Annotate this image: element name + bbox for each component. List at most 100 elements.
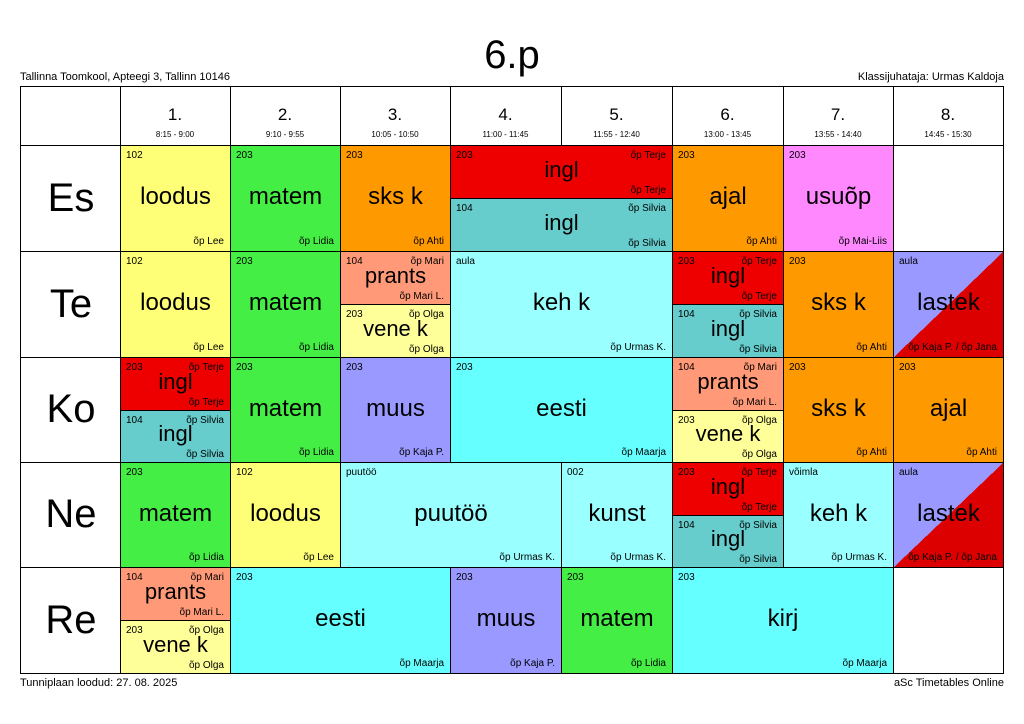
subject-name: keh k xyxy=(532,289,591,316)
subject-name: matem xyxy=(248,183,323,210)
period-number: 8. xyxy=(940,105,956,124)
subject-name: lastek xyxy=(917,500,980,527)
teacher-name: õp Silvia xyxy=(739,309,777,320)
subject-name: vene k xyxy=(363,316,428,341)
lesson-cell: 203 kirj õp Maarja xyxy=(673,568,894,674)
room-number: võimla xyxy=(789,467,818,478)
teacher-name: õp Lee xyxy=(303,552,334,563)
subject-name: muus xyxy=(476,605,536,632)
teacher-name: õp Olga xyxy=(741,449,777,460)
subject-name: ingl xyxy=(710,526,746,551)
teacher-name: õp Silvia xyxy=(186,449,224,460)
lesson-cell: 203 õp Terje ingl õp Terje xyxy=(121,358,231,411)
room-number: 104 xyxy=(126,415,143,426)
room-number: 002 xyxy=(567,467,584,478)
room-number: 203 xyxy=(678,415,695,426)
subject-name: ajal xyxy=(929,395,968,422)
room-number: 203 xyxy=(678,467,695,478)
teacher-name: õp Silvia xyxy=(739,344,777,355)
subject-name: ingl xyxy=(544,157,579,182)
teacher-name: õp Olga xyxy=(408,344,444,355)
teacher-name: õp Olga xyxy=(408,309,444,320)
teacher-name: õp Silvia xyxy=(739,554,777,565)
lesson-cell: puutöö puutöö õp Urmas K. xyxy=(341,463,562,568)
room-number: 203 xyxy=(789,256,806,267)
timetable-title: 6.p xyxy=(484,33,540,77)
teacher-name: õp Mari L. xyxy=(179,607,224,618)
teacher-name: õp Silvia xyxy=(628,203,666,214)
room-number: 104 xyxy=(456,203,473,214)
lesson-cell: 102 loodus õp Lee xyxy=(121,252,231,358)
teacher-name: õp Lee xyxy=(193,342,224,353)
period-number: 7. xyxy=(830,105,846,124)
subject-name: matem xyxy=(248,395,323,422)
lesson-cell: 203 matem õp Lidia xyxy=(562,568,673,674)
subject-name: usuõp xyxy=(805,183,872,210)
subject-name: ingl xyxy=(710,316,746,341)
timetable-grid: 1. 8:15 - 9:00 2. 9:10 - 9:55 3. 10:05 - 10:5… xyxy=(20,86,1004,674)
subject-name: ingl xyxy=(158,369,193,394)
teacher-name: õp Mari L. xyxy=(732,397,777,408)
subject-name: loodus xyxy=(140,183,211,210)
teacher-name: õp Olga xyxy=(188,660,224,671)
lesson-cell: 203 õp Terje ingl õp Terje xyxy=(451,146,673,199)
subject-name: keh k xyxy=(809,500,868,527)
room-number: 203 xyxy=(456,362,473,373)
subject-name: eesti xyxy=(315,605,366,632)
teacher-name: õp Olga xyxy=(188,625,224,636)
room-number: 102 xyxy=(236,467,253,478)
room-number: 203 xyxy=(789,362,806,373)
lesson-cell: 104 õp Mari prants õp Mari L. xyxy=(673,358,784,411)
grid-line xyxy=(21,145,1003,146)
room-number: 203 xyxy=(126,625,143,636)
teacher-name: õp Ahti xyxy=(746,236,777,247)
subject-name: ingl xyxy=(710,474,746,499)
teacher-name: õp Silvia xyxy=(739,520,777,531)
room-number: 203 xyxy=(678,256,695,267)
lesson-cell: 203 matem õp Lidia xyxy=(231,252,341,358)
lesson-cell: aula keh k õp Urmas K. xyxy=(451,252,673,358)
subject-name: ingl xyxy=(544,210,579,235)
teacher-name: õp Lidia xyxy=(298,236,334,247)
teacher-name: õp Kaja P. xyxy=(510,658,555,669)
room-number: 203 xyxy=(456,572,473,583)
teacher-name: õp Mari xyxy=(410,256,444,267)
period-header: 1. 8:15 - 9:00 xyxy=(120,87,230,145)
lesson-cell: 203 sks k õp Ahti xyxy=(784,252,894,358)
subject-name: muus xyxy=(366,395,425,422)
subject-name: matem xyxy=(580,605,654,632)
period-header: 4. 11:00 - 11:45 xyxy=(450,87,561,145)
period-time: 11:55 - 12:40 xyxy=(593,130,640,139)
subject-name: prants xyxy=(144,579,207,604)
teacher-name: õp Maarja xyxy=(842,658,887,669)
lesson-cell: aula lastek õp Kaja P. / õp Jana xyxy=(894,463,1004,568)
lesson-cell: 203 õp Olga vene k õp Olga xyxy=(341,305,451,358)
subject-name: matem xyxy=(138,500,213,527)
room-number: 203 xyxy=(346,150,363,161)
room-number: aula xyxy=(899,256,918,267)
day-label: Re xyxy=(45,598,97,642)
lesson-cell: 203 matem õp Lidia xyxy=(121,463,231,568)
period-time: 13:55 - 14:40 xyxy=(814,130,862,139)
teacher-name: õp Urmas K. xyxy=(610,552,666,563)
lesson-cell: 203 matem õp Lidia xyxy=(231,358,341,463)
created-date: Tunniplaan loodud: 27. 08. 2025 xyxy=(20,677,178,689)
subject-name: kunst xyxy=(588,500,646,527)
lesson-cell: 102 loodus õp Lee xyxy=(231,463,341,568)
room-number: 203 xyxy=(456,150,473,161)
period-header: 5. 11:55 - 12:40 xyxy=(561,87,672,145)
lesson-cell: 203 õp Terje ingl õp Terje xyxy=(673,252,784,305)
room-number: 104 xyxy=(678,309,695,320)
lesson-cell: 104 õp Silvia ingl õp Silvia xyxy=(451,199,673,252)
teacher-name: õp Mari xyxy=(743,362,777,373)
period-time: 14:45 - 15:30 xyxy=(924,130,972,139)
subject-name: vene k xyxy=(695,421,761,446)
lesson-cell: 203 ajal õp Ahti xyxy=(673,146,784,252)
period-number: 5. xyxy=(609,105,624,124)
room-number: 203 xyxy=(236,572,253,583)
teacher-name: õp Terje xyxy=(188,362,224,373)
room-number: 104 xyxy=(346,256,363,267)
teacher-name: õp Urmas K. xyxy=(499,552,555,563)
period-time: 11:00 - 11:45 xyxy=(482,130,529,139)
lesson-cell: võimla keh k õp Urmas K. xyxy=(784,463,894,568)
